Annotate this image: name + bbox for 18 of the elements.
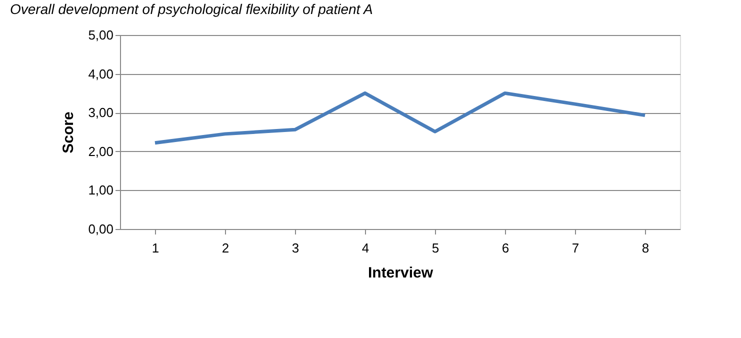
x-tick-label: 8: [642, 240, 650, 256]
y-tick-label: 2,00: [88, 144, 114, 159]
chart-title: Overall development of psychological flexibility of patient A: [10, 1, 373, 17]
y-tick-label: 1,00: [88, 182, 114, 198]
line-series: [153, 91, 647, 145]
x-tick-label: 1: [152, 240, 160, 256]
x-tick-label: 3: [292, 240, 300, 256]
y-tick-label: 4,00: [88, 66, 114, 82]
y-tick-label: 3,00: [88, 105, 114, 120]
x-axis-title: Interview: [368, 264, 434, 282]
y-tick-label: 5,00: [88, 28, 114, 42]
x-tick-label: 7: [572, 240, 580, 256]
x-tick-label: 6: [502, 240, 510, 256]
y-tick-label: 0,00: [88, 222, 114, 236]
x-tick-label: 2: [222, 240, 230, 256]
y-axis-title: Score: [60, 112, 78, 154]
x-tick-label: 5: [432, 240, 440, 256]
x-tick-label: 4: [362, 240, 370, 256]
